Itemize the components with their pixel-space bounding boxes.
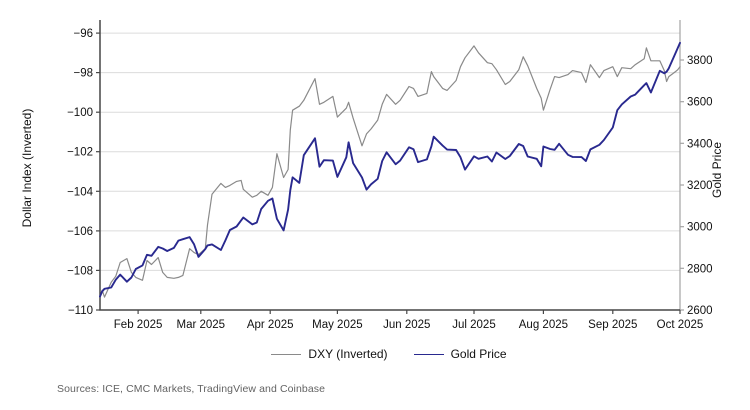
svg-text:−110: −110 bbox=[68, 305, 93, 317]
svg-text:Jun 2025: Jun 2025 bbox=[383, 319, 430, 331]
svg-text:Mar 2025: Mar 2025 bbox=[177, 319, 226, 331]
legend: DXY (Inverted) Gold Price bbox=[0, 347, 750, 361]
svg-text:3800: 3800 bbox=[687, 55, 713, 67]
svg-text:3600: 3600 bbox=[687, 97, 713, 109]
legend-item-dxy: DXY (Inverted) bbox=[271, 347, 388, 361]
svg-text:Aug 2025: Aug 2025 bbox=[519, 319, 568, 331]
svg-text:Oct 2025: Oct 2025 bbox=[657, 319, 704, 331]
svg-text:May 2025: May 2025 bbox=[312, 319, 363, 331]
svg-text:−100: −100 bbox=[67, 107, 93, 119]
svg-text:−102: −102 bbox=[67, 147, 93, 159]
dxy-line-swatch bbox=[271, 353, 302, 355]
dxy-legend-label: DXY (Inverted) bbox=[308, 347, 388, 361]
left-axis-title: Dollar Index (Inverted) bbox=[20, 108, 34, 228]
svg-text:3400: 3400 bbox=[687, 138, 713, 150]
svg-text:−96: −96 bbox=[73, 28, 93, 40]
svg-text:−98: −98 bbox=[73, 68, 93, 80]
svg-text:Apr 2025: Apr 2025 bbox=[247, 319, 294, 331]
dxy-gold-line-chart: −96 −98 −100 −102 −104 −106 −108 −110 3800 3600 34… bbox=[67, 20, 713, 331]
svg-text:Feb 2025: Feb 2025 bbox=[114, 319, 163, 331]
svg-text:Jul 2025: Jul 2025 bbox=[452, 319, 495, 331]
legend-item-gold: Gold Price bbox=[413, 347, 507, 361]
right-axis-title: Gold Price bbox=[710, 141, 724, 199]
svg-text:3000: 3000 bbox=[687, 222, 713, 234]
svg-text:−106: −106 bbox=[67, 226, 93, 238]
sources-note: Sources: ICE, CMC Markets, TradingView a… bbox=[57, 383, 326, 395]
gold-line-swatch bbox=[413, 353, 444, 355]
svg-text:2800: 2800 bbox=[687, 263, 713, 275]
svg-text:2600: 2600 bbox=[687, 305, 713, 317]
gold-legend-label: Gold Price bbox=[450, 347, 507, 361]
svg-text:−108: −108 bbox=[67, 265, 93, 277]
svg-text:−104: −104 bbox=[67, 186, 94, 198]
svg-text:3200: 3200 bbox=[687, 180, 713, 192]
svg-text:Sep 2025: Sep 2025 bbox=[588, 319, 637, 331]
